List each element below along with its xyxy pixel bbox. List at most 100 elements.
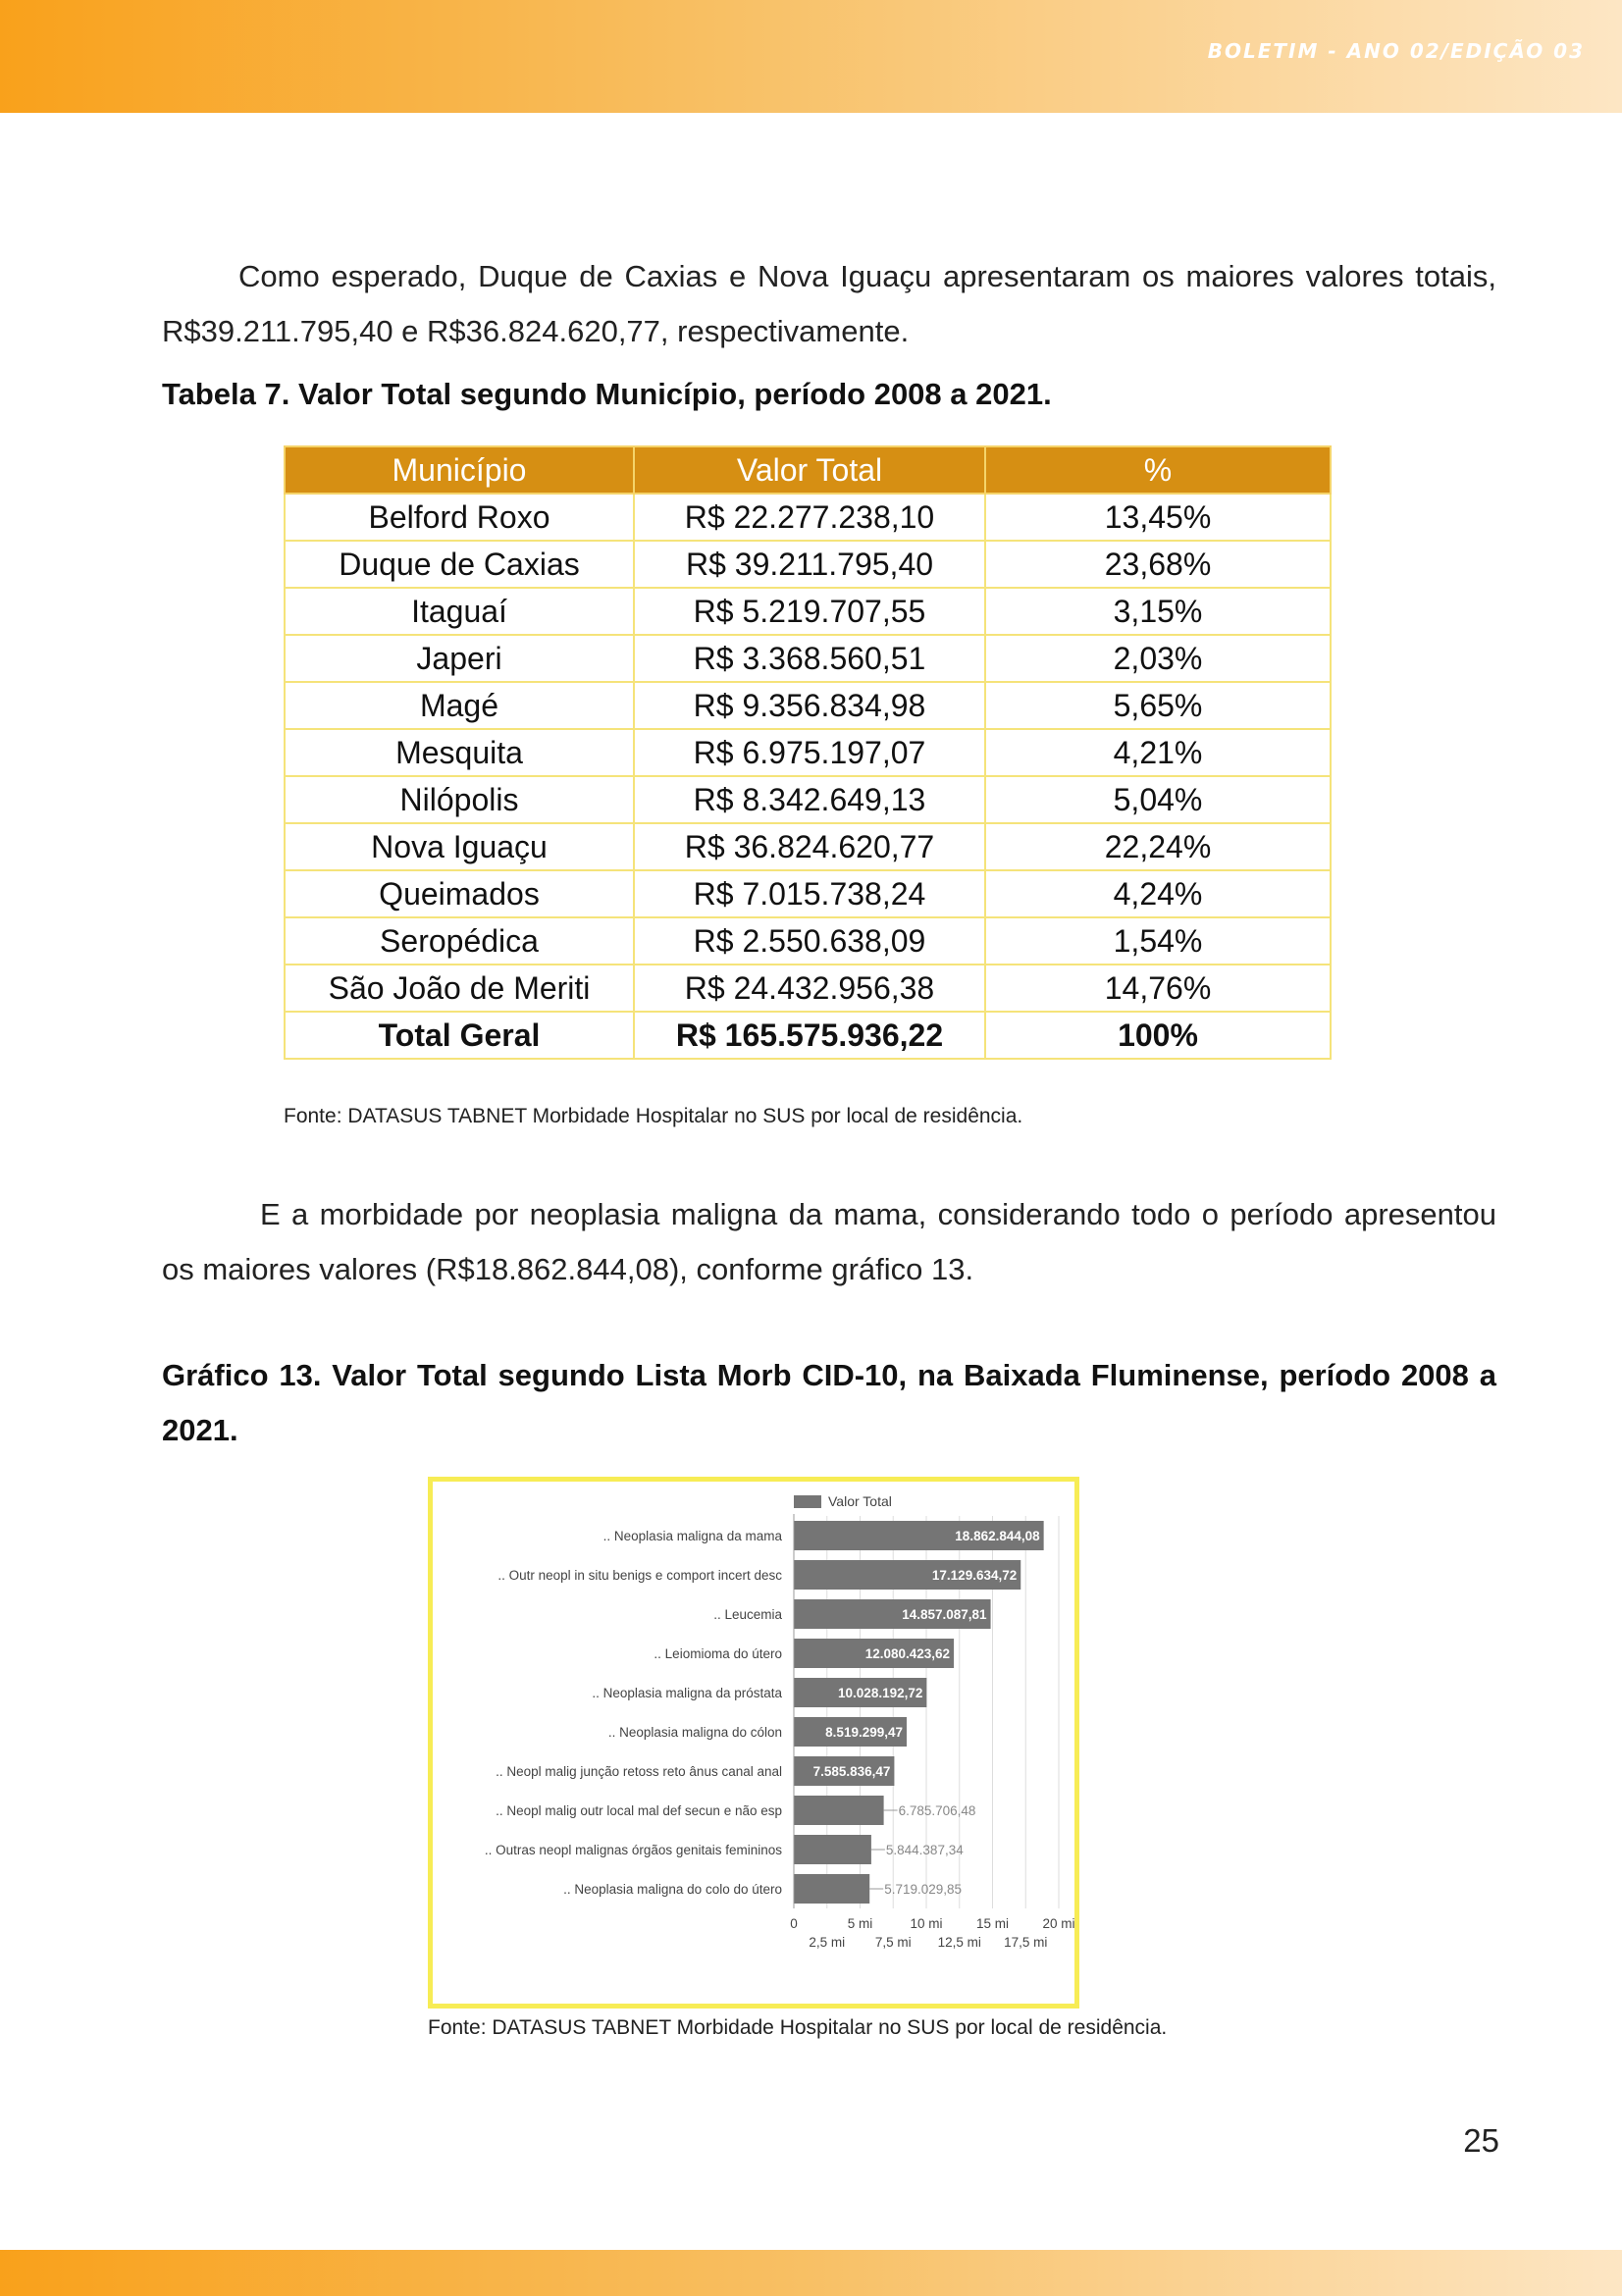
cell-valor-total: R$ 165.575.936,22 [633,1011,986,1060]
cell-municipio: Itaguaí [284,587,635,636]
x-tick-label: 10 mi [910,1916,942,1931]
legend-swatch [794,1495,821,1508]
cell-percent: 5,65% [984,681,1332,730]
x-tick-label: 5 mi [848,1916,873,1931]
data-label: 5.844.387,34 [886,1843,964,1857]
cell-percent: 2,03% [984,634,1332,683]
header-band: BOLETIM - ANO 02/EDIÇÃO 03 [0,0,1622,113]
legend-label: Valor Total [828,1493,892,1509]
x-tick-label: 2,5 mi [809,1935,845,1950]
chart-source: Fonte: DATASUS TABNET Morbidade Hospital… [428,2016,1168,2039]
intro-paragraph-text: Como esperado, Duque de Caxias e Nova Ig… [162,259,1496,348]
table-total-row: Total Geral R$ 165.575.936,22 100% [284,1011,1332,1060]
data-label: 10.028.192,72 [838,1686,922,1700]
cell-municipio: Magé [284,681,635,730]
cell-percent: 5,04% [984,775,1332,824]
table-header-row: Município Valor Total % [284,445,1332,495]
cell-percent: 22,24% [984,822,1332,871]
cell-percent: 4,24% [984,869,1332,918]
table-row: São João de Meriti R$ 24.432.956,38 14,76% [284,964,1332,1013]
bar [794,1678,927,1707]
bar [794,1756,895,1786]
cell-municipio: Nova Iguaçu [284,822,635,871]
category-label: .. Neoplasia maligna do cólon [608,1725,782,1740]
second-paragraph: E a morbidade por neoplasia maligna da m… [162,1187,1496,1297]
cell-percent: 100% [984,1011,1332,1060]
header-percent: % [984,445,1332,495]
data-label: 14.857.087,81 [902,1607,987,1622]
table-row: Nova Iguaçu R$ 36.824.620,77 22,24% [284,822,1332,871]
cell-percent: 13,45% [984,493,1332,542]
cell-valor-total: R$ 8.342.649,13 [633,775,986,824]
data-label: 5.719.029,85 [884,1882,962,1897]
x-tick-label: 0 [790,1916,798,1931]
data-label: 8.519.299,47 [825,1725,903,1740]
bar [794,1639,955,1668]
category-label: .. Neoplasia maligna da próstata [592,1686,782,1700]
table-caption: Tabela 7. Valor Total segundo Município,… [162,377,1052,411]
category-label: .. Neopl malig outr local mal def secun … [496,1803,782,1818]
category-label: .. Neopl malig junção retoss reto ânus c… [496,1764,782,1779]
x-tick-label: 12,5 mi [938,1935,981,1950]
cell-percent: 4,21% [984,728,1332,777]
cell-municipio: São João de Meriti [284,964,635,1013]
table-row: Itaguaí R$ 5.219.707,55 3,15% [284,587,1332,636]
bar [794,1796,884,1825]
cell-valor-total: R$ 5.219.707,55 [633,587,986,636]
intro-paragraph: Como esperado, Duque de Caxias e Nova Ig… [162,249,1496,359]
cell-municipio: Nilópolis [284,775,635,824]
cell-municipio: Mesquita [284,728,635,777]
data-label: 18.862.844,08 [955,1529,1040,1543]
category-label: .. Neoplasia maligna da mama [603,1529,783,1543]
cell-percent: 1,54% [984,916,1332,965]
cell-valor-total: R$ 9.356.834,98 [633,681,986,730]
cell-valor-total: R$ 36.824.620,77 [633,822,986,871]
data-label: 7.585.836,47 [813,1764,891,1779]
x-tick-label: 15 mi [976,1916,1009,1931]
bar [794,1874,870,1904]
second-paragraph-text: E a morbidade por neoplasia maligna da m… [162,1197,1496,1286]
table-row: Mesquita R$ 6.975.197,07 4,21% [284,728,1332,777]
category-label: .. Neoplasia maligna do colo do útero [563,1882,782,1897]
table-row: Japeri R$ 3.368.560,51 2,03% [284,634,1332,683]
table-body: Belford Roxo R$ 22.277.238,10 13,45% Duque … [284,493,1332,1060]
bar [794,1835,871,1864]
header-title: BOLETIM - ANO 02/EDIÇÃO 03 [1207,39,1585,63]
cell-municipio: Belford Roxo [284,493,635,542]
bar-chart: Valor Total .. Neoplasia maligna da mama 1… [485,1493,1074,1950]
data-label: 17.129.634,72 [932,1568,1017,1583]
header-municipio: Município [284,445,635,495]
cell-valor-total: R$ 39.211.795,40 [633,540,986,589]
bar [794,1717,908,1747]
bar [794,1560,1021,1590]
cell-valor-total: R$ 22.277.238,10 [633,493,986,542]
cell-municipio: Japeri [284,634,635,683]
cell-municipio: Total Geral [284,1011,635,1060]
bar [794,1599,991,1629]
cell-municipio: Queimados [284,869,635,918]
x-tick-label: 17,5 mi [1004,1935,1047,1950]
category-label: .. Leiomioma do útero [654,1646,782,1661]
cell-valor-total: R$ 7.015.738,24 [633,869,986,918]
x-tick-label: 20 mi [1042,1916,1074,1931]
table-row: Queimados R$ 7.015.738,24 4,24% [284,869,1332,918]
cell-percent: 23,68% [984,540,1332,589]
cell-municipio: Seropédica [284,916,635,965]
category-label: .. Outr neopl in situ benigs e comport i… [497,1568,782,1583]
data-label: 12.080.423,62 [865,1646,950,1661]
table-row: Magé R$ 9.356.834,98 5,65% [284,681,1332,730]
table-row: Seropédica R$ 2.550.638,09 1,54% [284,916,1332,965]
cell-valor-total: R$ 2.550.638,09 [633,916,986,965]
bar [794,1521,1044,1550]
header-valor-total: Valor Total [633,445,986,495]
x-tick-label: 7,5 mi [875,1935,912,1950]
table-row: Nilópolis R$ 8.342.649,13 5,04% [284,775,1332,824]
category-label: .. Leucemia [713,1607,782,1622]
cell-percent: 3,15% [984,587,1332,636]
page-number: 25 [1463,2122,1499,2159]
chart-caption: Gráfico 13. Valor Total segundo Lista Mo… [162,1358,1496,1447]
cell-valor-total: R$ 24.432.956,38 [633,964,986,1013]
category-label: .. Outras neopl malignas órgãos genitais… [485,1843,782,1857]
data-label: 6.785.706,48 [899,1803,976,1818]
municipio-table: Município Valor Total % Belford Roxo R$ 2… [284,445,1332,1060]
